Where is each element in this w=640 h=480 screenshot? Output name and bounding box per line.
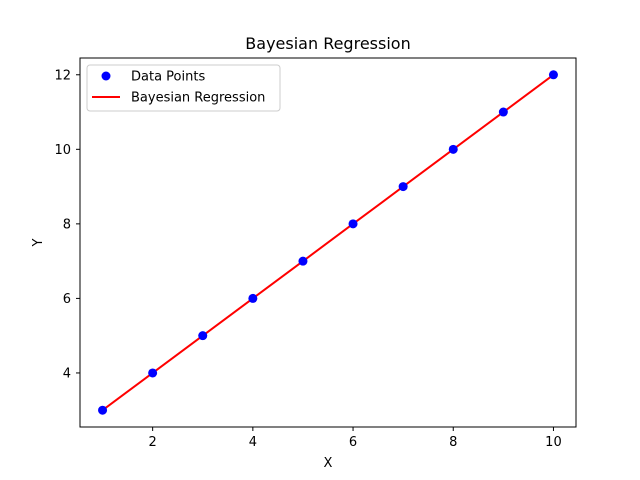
x-tick-label: 4: [249, 435, 257, 450]
y-tick-label: 10: [54, 143, 71, 158]
data-point: [248, 293, 258, 303]
x-tick-label: 8: [449, 435, 457, 450]
x-tick-label: 6: [349, 435, 357, 450]
plot-frame: [79, 57, 577, 428]
data-point: [448, 144, 458, 154]
data-point: [348, 219, 358, 229]
x-axis-label: X: [324, 456, 333, 471]
legend-marker-data-points: [101, 71, 111, 81]
y-tick-label: 12: [54, 68, 71, 83]
y-tick-label: 4: [63, 366, 71, 381]
data-point: [398, 182, 408, 192]
x-tick-label: 10: [545, 435, 562, 450]
y-tick-label: 8: [63, 217, 71, 232]
legend-label-data-points: Data Points: [131, 70, 205, 85]
regression-line-layer: [101, 73, 555, 412]
data-points-layer: [98, 70, 558, 415]
legend-box: [86, 64, 281, 112]
x-tick-label: 2: [149, 435, 157, 450]
data-point: [198, 331, 208, 341]
y-tick-label: 6: [63, 292, 71, 307]
regression-line: [101, 73, 555, 412]
legend-label-regression: Bayesian Regression: [131, 91, 265, 106]
axis-ticks: 2 4 6 8 10 4 6 8 10 12: [54, 68, 561, 450]
data-point: [298, 256, 308, 266]
data-point: [548, 70, 558, 80]
y-axis-label: Y: [31, 238, 46, 247]
chart-title: Bayesian Regression: [245, 34, 410, 53]
data-point: [148, 368, 158, 378]
legend: Data Points Bayesian Regression: [86, 64, 281, 112]
data-point: [98, 405, 108, 415]
data-point: [498, 107, 508, 117]
